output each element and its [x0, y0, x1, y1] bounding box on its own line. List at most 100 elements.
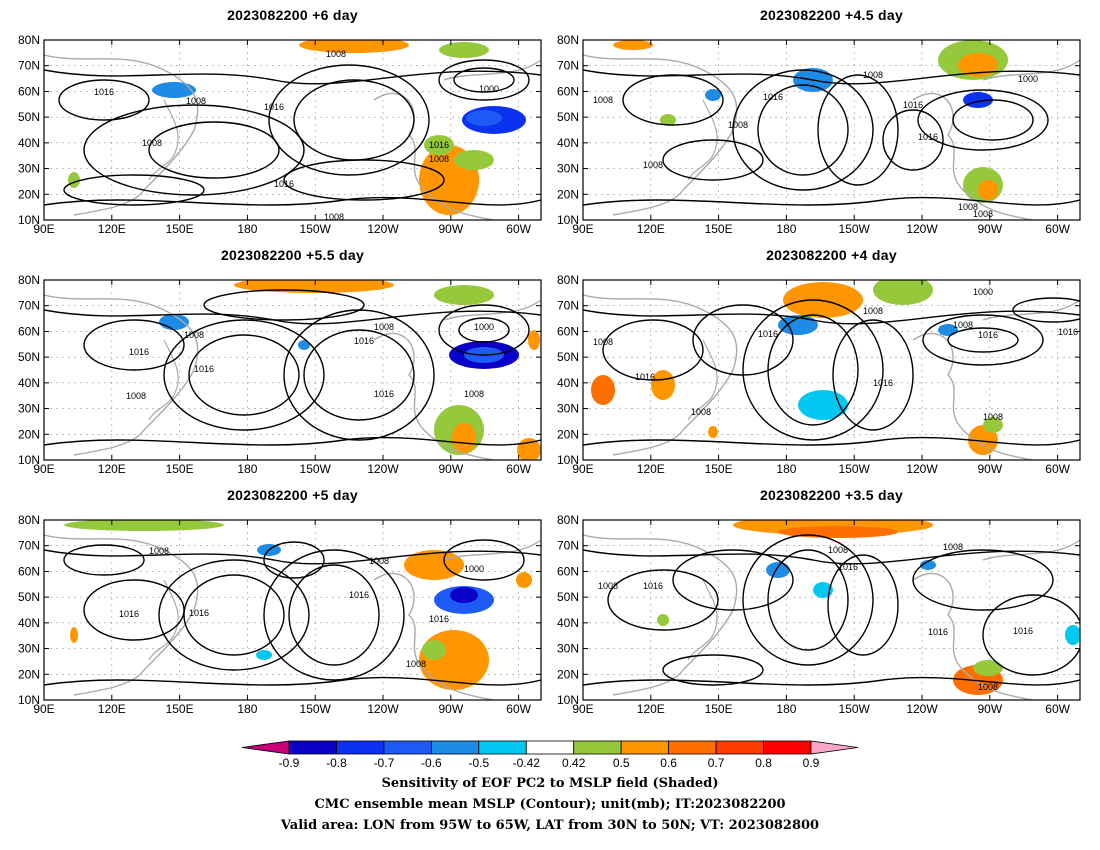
- contour-label: 1016: [928, 627, 948, 637]
- lon-tick-label: 150E: [705, 702, 733, 716]
- mslp-contour: [583, 309, 1080, 325]
- sensitivity-shading: [651, 370, 675, 400]
- mslp-contour: [827, 554, 899, 656]
- contour-label: 1000: [973, 287, 993, 297]
- lon-tick-label: 150E: [705, 222, 733, 236]
- contour-label: 1008: [598, 581, 618, 591]
- sensitivity-shading: [657, 614, 669, 626]
- sensitivity-shading: [528, 330, 540, 350]
- sensitivity-shading: [68, 172, 80, 188]
- lat-tick-label: 60N: [557, 324, 579, 338]
- lat-tick-label: 80N: [18, 513, 40, 527]
- lat-tick-label: 20N: [18, 667, 40, 681]
- lat-tick-label: 40N: [18, 376, 40, 390]
- lon-tick-label: 180: [237, 462, 257, 476]
- lat-tick-label: 30N: [18, 402, 40, 416]
- lat-tick-label: 50N: [18, 110, 40, 124]
- contour-label: 1000: [479, 84, 499, 94]
- contour-label: 1016: [274, 179, 294, 189]
- lat-tick-label: 80N: [557, 273, 579, 287]
- japan-coastline: [148, 339, 179, 421]
- mslp-contour: [63, 174, 205, 206]
- mslp-contour: [44, 196, 541, 206]
- mslp-contour: [303, 329, 415, 421]
- sensitivity-shading: [873, 280, 933, 305]
- contour-label: 1008: [326, 49, 346, 59]
- mslp-contour: [662, 139, 764, 181]
- colorbar-box: [336, 740, 385, 755]
- sensitivity-shading: [660, 114, 676, 126]
- lon-tick-label: 150W: [300, 222, 332, 236]
- lon-tick-label: 120E: [637, 702, 665, 716]
- asia-coastline: [583, 54, 738, 216]
- colorbar-box: [430, 740, 480, 755]
- japan-coastline: [148, 579, 179, 661]
- colorbar-box: [383, 740, 432, 755]
- map-panel-5: 1008 1008 1000 1016 1016 1016 1016 1008 90E 120E 1…: [18, 513, 542, 716]
- colorbar-label: -0.6: [421, 756, 442, 770]
- contour-label: 1016: [429, 614, 449, 624]
- lat-tick-label: 10N: [18, 693, 40, 707]
- mslp-contour: [583, 69, 1080, 85]
- sensitivity-shading: [591, 375, 615, 405]
- lon-tick-label: 60W: [1045, 222, 1070, 236]
- mslp-contour: [583, 549, 1080, 565]
- contour-label: 1016: [1013, 626, 1033, 636]
- sensitivity-shading: [766, 562, 790, 578]
- contour-label: 1008: [429, 154, 449, 164]
- sensitivity-shading: [978, 180, 998, 200]
- contour-label: 1016: [264, 102, 284, 112]
- map-panel-1: 1008 1016 1016 1000 1016 1008 1016 1008 1008 1008…: [18, 33, 542, 236]
- lon-tick-label: 150E: [166, 222, 194, 236]
- contour-label: 1016: [129, 347, 149, 357]
- lat-tick-label: 50N: [557, 110, 579, 124]
- sensitivity-shading: [424, 135, 454, 155]
- contour-label: 1016: [838, 562, 858, 572]
- lon-tick-label: 90W: [438, 702, 463, 716]
- north-america-coastline: [912, 299, 1080, 460]
- lat-tick-label: 10N: [557, 453, 579, 467]
- caption-line-2: CMC ensemble mean MSLP (Contour); unit(m…: [314, 797, 786, 812]
- sensitivity-shading: [958, 53, 998, 77]
- colorbar-label: 0.5: [613, 756, 630, 770]
- map-panel-6: 1008 1008 1016 1008 1016 1016 1016 1008 90E 120E 1…: [557, 513, 1081, 716]
- sensitivity-shading: [70, 627, 78, 643]
- contour-label: 1000: [1018, 74, 1038, 84]
- lat-tick-label: 50N: [557, 590, 579, 604]
- mslp-contour: [583, 676, 1080, 686]
- lat-tick-label: 30N: [557, 162, 579, 176]
- panel-title-3: 2023082200 +5.5 day: [220, 247, 365, 263]
- lat-tick-label: 40N: [557, 136, 579, 150]
- contour-label: 1008: [978, 682, 998, 692]
- colorbar: -0.9 -0.8 -0.7 -0.6 -0.5 -0.42 0.42 0.5 0.6 0.7 0.…: [241, 740, 859, 770]
- map-panel-4: 1008 1008 1000 1008 1016 1016 1016 1016 1008 1008…: [557, 273, 1081, 476]
- sensitivity-shading: [422, 640, 446, 660]
- asia-coastline: [583, 294, 738, 456]
- colorbar-box: [573, 740, 622, 755]
- sensitivity-shading: [298, 340, 310, 350]
- lon-tick-label: 90E: [33, 222, 54, 236]
- asia-coastline: [44, 294, 199, 456]
- lat-tick-label: 30N: [557, 402, 579, 416]
- mslp-contour: [662, 654, 764, 686]
- mslp-contour: [458, 317, 510, 343]
- mslp-contour: [917, 89, 1049, 151]
- mslp-contour: [163, 319, 325, 431]
- contour-label: 1016: [94, 87, 114, 97]
- sensitivity-shading: [466, 110, 502, 126]
- contour-label: 1008: [973, 209, 993, 219]
- mslp-contour: [922, 314, 1044, 366]
- lat-tick-label: 40N: [557, 616, 579, 630]
- mslp-contour: [817, 74, 899, 186]
- contour-label: 1016: [643, 581, 663, 591]
- mslp-contour: [583, 436, 1080, 446]
- contour-label: 1008: [828, 545, 848, 555]
- contour-label: 1016: [189, 608, 209, 618]
- lat-tick-label: 20N: [557, 427, 579, 441]
- mslp-contour: [443, 539, 525, 581]
- contour-label: 1016: [429, 140, 449, 150]
- mslp-contour: [438, 59, 530, 101]
- map-panel-2: 1008 100010161016101610081008100810081008…: [557, 33, 1081, 236]
- mslp-contour: [288, 564, 380, 666]
- contour-label: 1008: [142, 138, 162, 148]
